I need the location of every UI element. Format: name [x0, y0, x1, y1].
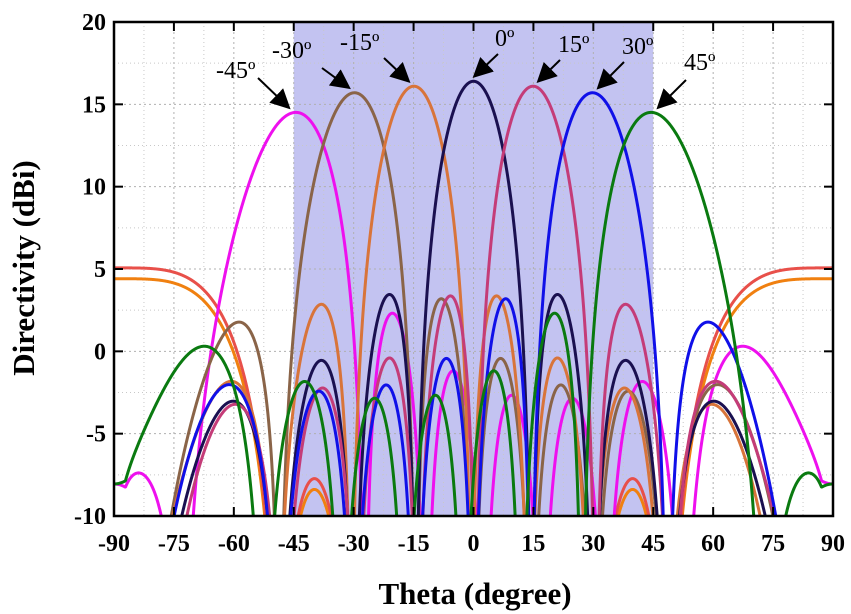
- annotation-label: -15º: [340, 30, 380, 56]
- series-line: [180, 79, 767, 516]
- annotations-layer: -45º -30º -15º 0º 15º 30º 45º: [216, 26, 716, 110]
- y-axis-title: Directivity (dBi): [6, 160, 41, 376]
- x-tick-label: 30: [581, 531, 605, 557]
- y-tick-label: 15: [82, 92, 106, 118]
- grid-layer: [113, 21, 834, 517]
- y-tick-label: -5: [86, 422, 106, 448]
- annotation-label: 30º: [622, 34, 654, 60]
- x-tick-label: 60: [701, 531, 725, 557]
- series-line: [171, 84, 762, 516]
- x-tick-label: 0: [468, 531, 480, 557]
- y-tick-label: 5: [94, 257, 106, 283]
- annotation-arrow: [596, 61, 625, 90]
- annotation-arrow: [257, 77, 291, 110]
- x-tick-label: 45: [641, 531, 665, 557]
- tick-labels-layer: -90 -75 -60 -45 -30 -15 0 15 30 45 60 75 90 -10 -5 0 5 10…: [74, 10, 845, 557]
- x-tick-label: -90: [98, 531, 130, 557]
- annotation-label: -45º: [216, 58, 256, 84]
- series-line: [169, 91, 775, 516]
- x-axis-title: Theta (degree): [378, 576, 571, 611]
- x-tick-label: 75: [761, 531, 785, 557]
- x-tick-label: -60: [218, 531, 250, 557]
- x-tick-label: -30: [338, 531, 370, 557]
- annotation-label: -30º: [272, 38, 312, 64]
- series-line: [185, 84, 776, 516]
- x-tick-label: 15: [521, 531, 545, 557]
- y-tick-label: 0: [94, 339, 106, 365]
- annotation-label: 0º: [495, 26, 515, 52]
- annotation-arrow: [536, 59, 561, 84]
- series-layer: [114, 79, 833, 516]
- annotation-label: 15º: [558, 32, 590, 58]
- y-tick-label: -10: [74, 504, 106, 530]
- series-line-edge: [114, 277, 833, 516]
- x-tick-label: 90: [821, 531, 845, 557]
- annotation-label: 45º: [684, 50, 716, 76]
- y-tick-label: 10: [82, 175, 106, 201]
- series-line: [114, 110, 833, 516]
- y-tick-label: 20: [82, 10, 106, 36]
- x-tick-label: -45: [278, 531, 310, 557]
- annotation-arrow: [656, 79, 687, 110]
- annotation-arrow: [383, 57, 411, 83]
- series-line-edge: [114, 266, 833, 516]
- plot-frame-layer: [112, 20, 835, 518]
- x-tick-label: -75: [158, 531, 190, 557]
- annotation-arrow: [321, 67, 351, 90]
- annotation-arrow: [472, 53, 499, 79]
- x-tick-label: -15: [398, 531, 430, 557]
